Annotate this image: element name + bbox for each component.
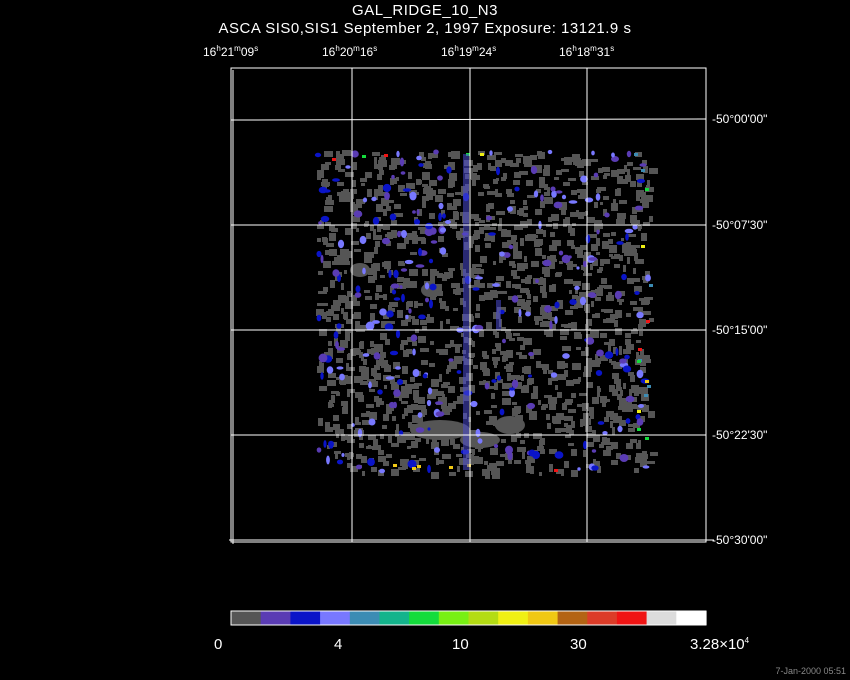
xray-counts-map [314, 149, 658, 479]
dec-label-4: -50°22'30" [712, 428, 768, 442]
colorbar [230, 610, 707, 626]
colorbar-segment [260, 611, 291, 625]
image-title: GAL_RIDGE_10_N3 [352, 2, 498, 19]
dec-label-3: -50°15'00" [712, 323, 768, 337]
colorbar-label-4: 4 [334, 636, 343, 653]
colorbar-segment [438, 611, 470, 625]
ra-label-4: 16h18m31s [559, 44, 615, 59]
dec-label-5: -50°30'00" [712, 533, 768, 547]
colorbar-label-10: 10 [452, 636, 469, 653]
dec-gridline-1 [230, 118, 707, 121]
colorbar-segment [646, 611, 677, 625]
timestamp: 7-Jan-2000 05:51 [775, 666, 846, 676]
colorbar-segment [349, 611, 381, 625]
ra-label-3: 16h19m24s [441, 44, 497, 59]
colorbar-segment [587, 611, 618, 625]
colorbar-segment [676, 611, 707, 625]
colorbar-label-0: 0 [214, 636, 223, 653]
observation-subtitle: ASCA SIS0,SIS1 September 2, 1997 Exposur… [218, 20, 632, 37]
ra-label-2: 16h20m16s [322, 44, 378, 59]
dec-label-1: -50°00'00" [712, 112, 768, 126]
colorbar-segment [320, 611, 351, 625]
colorbar-segment [231, 611, 262, 625]
colorbar-segment [379, 611, 410, 625]
dec-label-2: -50°07'30" [712, 218, 768, 232]
colorbar-segment [616, 611, 648, 625]
colorbar-segment [498, 611, 529, 625]
colorbar-label-max: 3.28×104 [690, 636, 750, 653]
colorbar-segment [409, 611, 440, 625]
ra-label-1: 16h21m09s [203, 44, 259, 59]
colorbar-segment [527, 611, 559, 625]
colorbar-border [230, 610, 707, 626]
plot-frame [230, 67, 707, 543]
colorbar-segment [290, 611, 321, 625]
colorbar-segment [557, 611, 588, 625]
coordinate-grid [229, 68, 714, 544]
colorbar-label-30: 30 [570, 636, 587, 653]
colorbar-segment [468, 611, 499, 625]
